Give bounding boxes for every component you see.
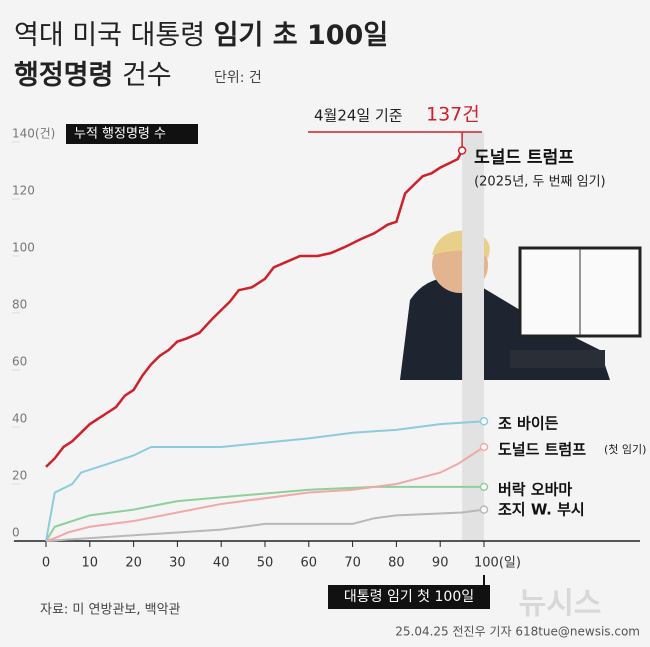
remaining-band	[462, 132, 484, 541]
end-point	[457, 146, 467, 155]
end-point	[479, 505, 489, 514]
end-point	[479, 442, 489, 452]
x-tick-label: 40	[213, 556, 230, 571]
x-tick-label: 50	[257, 556, 274, 571]
subtitle-part: 행정명령	[14, 60, 113, 91]
series-line	[45, 485, 484, 542]
x-tick-label: 70	[344, 556, 361, 571]
y-tick-label: 120	[12, 184, 35, 198]
watermark: 뉴시스	[519, 587, 602, 622]
x-tick-label: 0	[42, 556, 50, 571]
legend-entry: 도널드 트럼프	[498, 441, 586, 459]
series-line	[45, 149, 464, 468]
y-tick-label: 20	[12, 469, 27, 483]
y-tick-label: 80	[12, 298, 27, 312]
y-tick-label: 60	[12, 355, 27, 369]
legend-entry: 도널드 트럼프	[474, 148, 574, 168]
callout-text: 4월24일 기준	[314, 107, 403, 125]
y-tick-label: 100	[12, 241, 35, 255]
end-point	[479, 417, 489, 426]
x-label-box	[328, 585, 490, 609]
x-tick-label: 10	[82, 556, 99, 571]
legend-entry: 버락 오바마	[498, 481, 572, 499]
y-tick-label: 140(건)	[12, 127, 55, 141]
series-line	[45, 508, 485, 542]
y-tick-label: 0	[12, 526, 20, 540]
callout-value: 137건	[426, 104, 480, 126]
x-tick-label: 30	[169, 556, 186, 571]
credit: 25.04.25 전진우 기자 618tue@newsis.com	[395, 625, 640, 639]
title-part: 임기 초 100일	[214, 20, 389, 51]
y-label-box	[66, 124, 198, 144]
end-point	[479, 482, 489, 492]
legend-note: (2025년, 두 번째 임기)	[474, 175, 606, 190]
x-tick-label: 60	[301, 556, 318, 571]
title-part: 역대 미국 대통령	[14, 20, 205, 51]
series-line	[45, 446, 485, 542]
x-tick-label: 90	[432, 556, 449, 571]
photo	[400, 230, 642, 380]
y-tick-label: 40	[12, 412, 27, 426]
chart-title: 역대 미국 대통령 임기 초 100일	[14, 20, 388, 51]
x-axis-label: 대통령 임기 첫 100일	[344, 589, 474, 605]
legend-entry: 조 바이든	[498, 415, 559, 433]
chart-subtitle: 행정명령 건수	[14, 60, 172, 91]
source: 자료: 미 연방관보, 백악관	[40, 603, 181, 618]
y-axis-label: 누적 행정명령 수	[74, 126, 166, 142]
x-tick-label: 80	[388, 556, 405, 571]
legend-note: (첫 임기)	[604, 443, 646, 456]
unit-note: 단위: 건	[214, 70, 262, 86]
x-tick-label: 20	[125, 556, 142, 571]
x-tick-label: 100(일)	[474, 556, 521, 571]
subtitle-part: 건수	[122, 60, 172, 91]
legend-entry: 조지 W. 부시	[498, 501, 585, 519]
series-line	[45, 420, 485, 542]
